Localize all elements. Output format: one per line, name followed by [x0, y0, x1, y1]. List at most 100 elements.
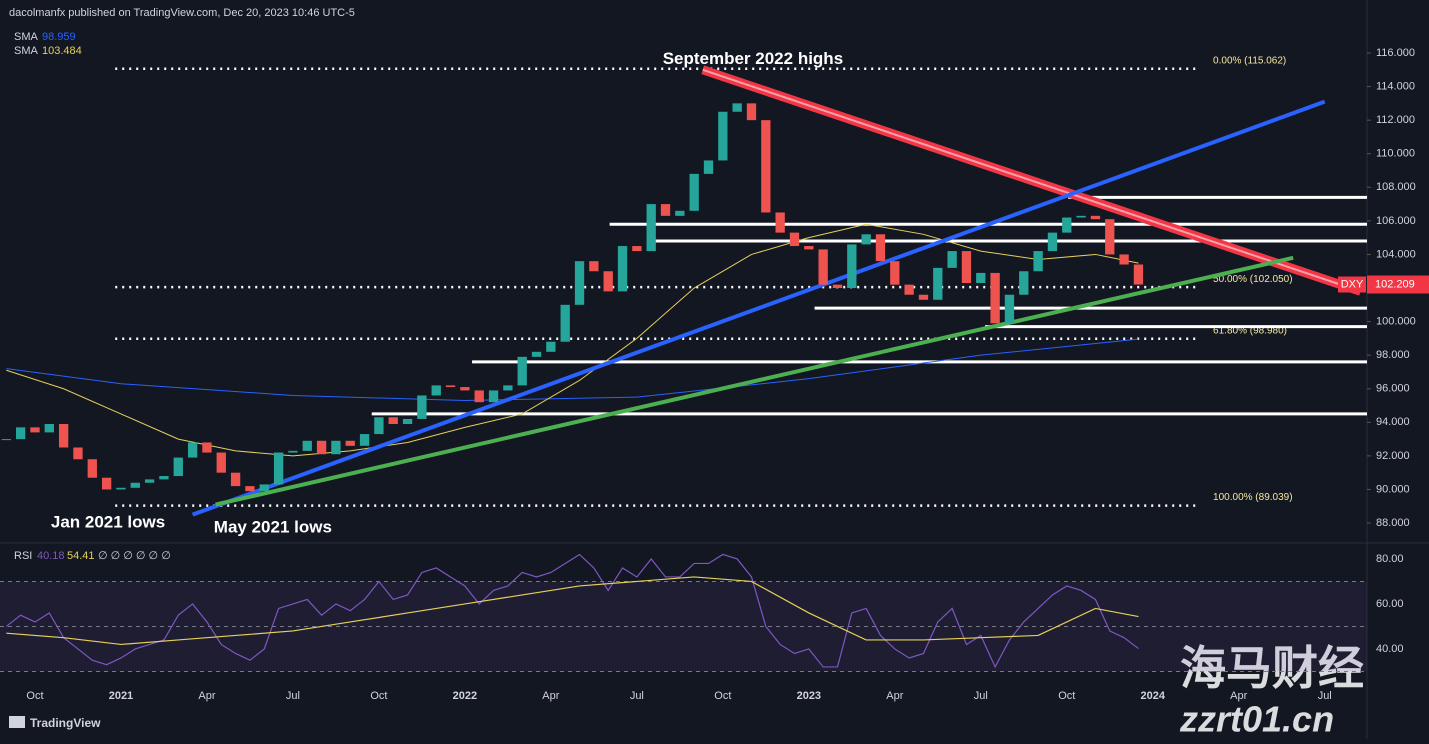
- candle: [675, 210, 685, 216]
- candle: [345, 440, 355, 446]
- candle: [58, 423, 69, 448]
- candle: [187, 442, 198, 458]
- annotation: May 2021 lows: [214, 518, 332, 537]
- y-tick-label: 92.000: [1376, 450, 1410, 462]
- candle: [933, 267, 943, 300]
- candle: [230, 472, 241, 487]
- candle: [531, 351, 542, 357]
- candle: [445, 385, 456, 388]
- watermark-title: 海马财经: [1180, 642, 1364, 694]
- x-tick-label: Oct: [1058, 690, 1075, 702]
- candle: [202, 442, 212, 453]
- candle: [1090, 215, 1101, 220]
- x-tick-label: Jul: [974, 690, 988, 702]
- brand-logo: [9, 716, 25, 728]
- candle: [847, 244, 857, 289]
- candle: [832, 284, 843, 289]
- x-tick-label: 2022: [453, 690, 477, 702]
- candle: [417, 395, 427, 419]
- candle: [918, 294, 929, 300]
- candle: [130, 482, 140, 488]
- candle: [660, 204, 671, 216]
- candle: [503, 385, 513, 391]
- candle: [87, 459, 97, 478]
- candle: [775, 212, 785, 233]
- candle: [732, 103, 742, 112]
- x-tick-label: Apr: [198, 690, 215, 702]
- candle: [861, 234, 871, 245]
- legend-name: SMA: [14, 31, 39, 43]
- annotation: Jan 2021 lows: [51, 513, 165, 532]
- x-tick-label: Jul: [286, 690, 300, 702]
- y-tick-label: 104.000: [1376, 248, 1416, 260]
- y-tick-label: 60.00: [1376, 598, 1404, 610]
- candle: [746, 103, 757, 121]
- y-tick-label: 88.000: [1376, 517, 1410, 529]
- candle: [1, 439, 11, 441]
- rsi-title: RSI: [14, 550, 32, 562]
- sma-line: [6, 338, 1139, 401]
- candle: [388, 417, 398, 424]
- candle: [44, 423, 54, 433]
- candle: [546, 341, 556, 352]
- price-tag: [1367, 275, 1429, 294]
- candle: [560, 304, 570, 342]
- candle: [890, 261, 900, 285]
- y-tick-label: 108.000: [1376, 181, 1416, 193]
- price-label: 102.209: [1375, 278, 1415, 290]
- y-tick-label: 98.000: [1376, 349, 1410, 361]
- candle: [216, 452, 226, 473]
- rsi-line: [5, 553, 1139, 669]
- candle: [474, 390, 484, 403]
- x-tick-label: Apr: [1230, 690, 1247, 702]
- rsi-legend-extra: ∅ ∅ ∅ ∅ ∅ ∅: [98, 550, 171, 562]
- x-tick-label: Oct: [26, 690, 43, 702]
- candle: [159, 476, 169, 480]
- candle: [144, 479, 155, 483]
- candle: [30, 427, 40, 433]
- fib-label: 100.00% (89.039): [1213, 492, 1293, 503]
- candle: [718, 111, 728, 161]
- annotation: September 2022 highs: [663, 49, 843, 68]
- candle: [875, 234, 886, 262]
- candle: [460, 387, 470, 391]
- candle: [73, 447, 83, 460]
- candle: [1062, 217, 1072, 233]
- candle: [1019, 271, 1029, 295]
- fib-label: 50.00% (102.050): [1213, 274, 1293, 285]
- x-tick-label: Oct: [370, 690, 387, 702]
- x-tick-label: 2021: [109, 690, 133, 702]
- candle: [789, 232, 800, 247]
- rsi-line: [6, 576, 1139, 646]
- publisher: dacolmanfx published on TradingView.com,…: [9, 7, 355, 19]
- candle: [574, 261, 585, 305]
- y-tick-label: 90.000: [1376, 483, 1410, 495]
- x-tick-label: Apr: [886, 690, 903, 702]
- x-tick-label: Jul: [1318, 690, 1332, 702]
- x-tick-label: 2023: [797, 690, 821, 702]
- candle: [402, 418, 413, 424]
- candle: [288, 450, 298, 453]
- y-tick-label: 40.00: [1376, 643, 1404, 655]
- candle: [804, 246, 814, 250]
- y-tick-label: 112.000: [1376, 114, 1415, 126]
- candle: [15, 427, 26, 440]
- candle: [603, 271, 613, 292]
- candle: [818, 249, 828, 285]
- rsi-legend-value: 40.18: [37, 550, 65, 562]
- candle: [589, 261, 599, 272]
- symbol-tag: [1338, 276, 1366, 293]
- candle: [1133, 264, 1144, 285]
- candle: [259, 484, 269, 492]
- sma-line: [6, 223, 1139, 457]
- candle: [976, 272, 986, 283]
- brand: TradingView: [30, 716, 101, 730]
- y-tick-label: 116.000: [1376, 47, 1415, 59]
- x-tick-label: 2024: [1141, 690, 1166, 702]
- fib-label: 0.00% (115.062): [1213, 55, 1286, 66]
- trendline: [191, 99, 1326, 517]
- candle: [703, 160, 714, 174]
